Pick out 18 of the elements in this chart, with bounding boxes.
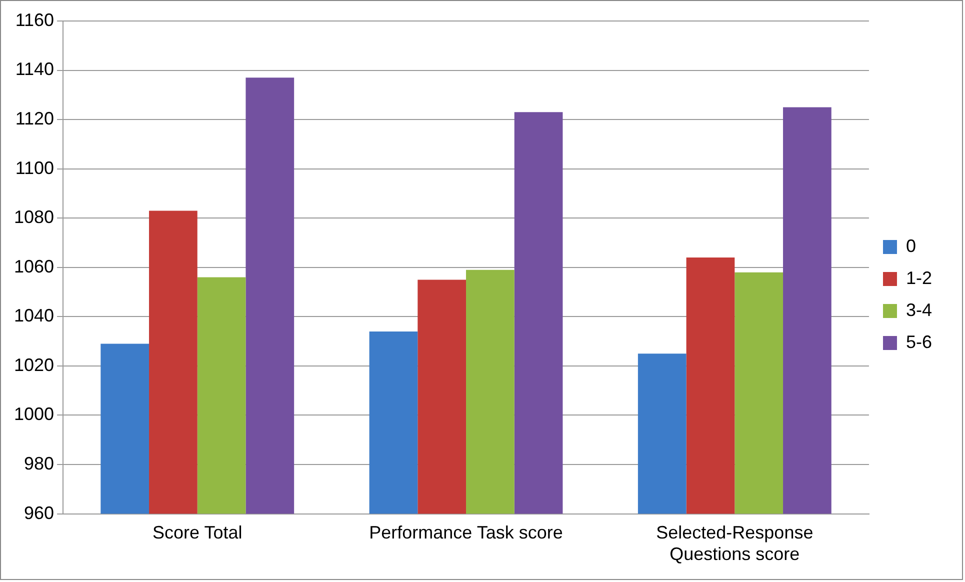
y-tick-label: 1160: [15, 10, 54, 30]
legend-label: 5-6: [906, 332, 932, 352]
legend-label: 3-4: [906, 300, 932, 320]
y-tick-label: 1060: [14, 256, 54, 276]
y-tick-label: 960: [24, 502, 54, 523]
y-tick-label: 980: [24, 453, 54, 474]
y-tick-label: 1140: [15, 59, 54, 80]
y-tick-label: 1040: [14, 306, 54, 326]
y-tick-label: 1000: [14, 404, 54, 424]
legend-label: 1-2: [906, 268, 932, 288]
y-tick-label: 1100: [15, 158, 54, 178]
y-tick-label: 1020: [14, 354, 54, 375]
x-tick-label: Performance Task score: [369, 522, 563, 543]
x-tick-label: Score Total: [152, 522, 242, 543]
y-tick-label: 1080: [14, 207, 54, 228]
x-tick-label: Selected-Response Questions score: [656, 522, 814, 564]
legend-label: 0: [906, 236, 916, 256]
y-tick-label: 1120: [15, 108, 54, 129]
